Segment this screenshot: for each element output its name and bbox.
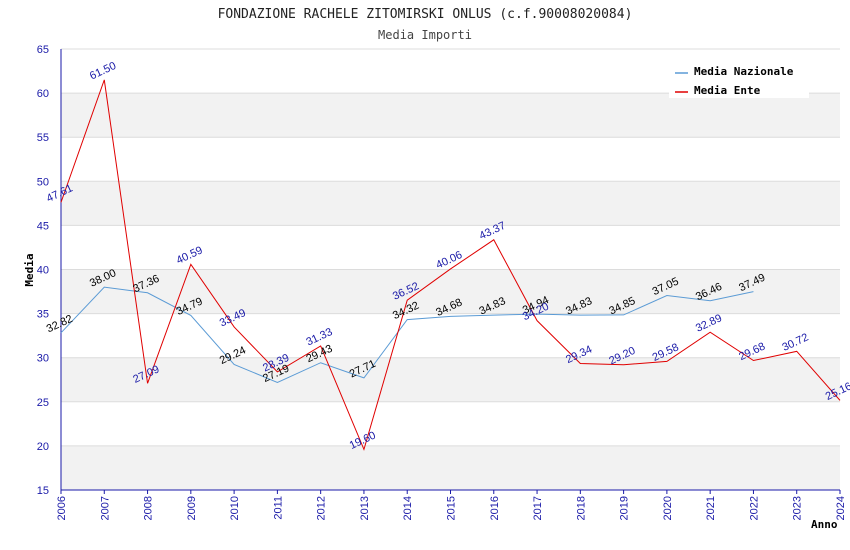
y-tick-label: 65 <box>37 44 49 56</box>
y-tick-label: 35 <box>37 309 49 321</box>
x-tick-label: 2018 <box>575 496 587 520</box>
y-tick-label: 20 <box>37 441 49 453</box>
x-tick-label: 2011 <box>272 496 284 520</box>
legend: Media Nazionale Media Ente <box>669 60 809 98</box>
y-tick-label: 55 <box>37 132 49 144</box>
legend-label-ente: Media Ente <box>694 84 761 97</box>
x-tick-label: 2009 <box>186 496 198 520</box>
band <box>61 181 840 226</box>
y-axis-label: Media <box>23 253 36 286</box>
x-axis-ticks: 2006 2007 2008 2009 2010 2011 2012 2013 2014 2015… <box>56 490 847 520</box>
x-tick-label: 2022 <box>748 496 760 520</box>
band <box>61 357 840 402</box>
y-axis-ticks: 15 20 25 30 35 40 45 50 55 60 65 <box>37 44 49 497</box>
y-tick-label: 30 <box>37 353 49 365</box>
x-tick-label: 2020 <box>662 496 674 520</box>
x-tick-label: 2010 <box>229 496 241 520</box>
x-tick-label: 2017 <box>532 496 544 520</box>
x-tick-label: 2006 <box>56 496 68 520</box>
y-tick-label: 60 <box>37 88 49 100</box>
band <box>61 445 840 490</box>
series-line-0 <box>60 286 754 384</box>
series-line-1 <box>60 79 841 451</box>
legend-label-nazionale: Media Nazionale <box>694 65 794 78</box>
x-tick-label: 2024 <box>835 496 847 520</box>
x-tick-label: 2013 <box>359 496 371 520</box>
x-tick-label: 2023 <box>792 496 804 520</box>
x-tick-label: 2012 <box>316 496 328 520</box>
band <box>61 137 840 182</box>
series-lines <box>60 79 841 451</box>
y-tick-label: 40 <box>37 265 49 277</box>
y-tick-label: 15 <box>37 485 49 497</box>
y-tick-label: 45 <box>37 220 49 232</box>
x-tick-label: 2015 <box>446 496 458 520</box>
x-tick-label: 2021 <box>705 496 717 520</box>
band <box>61 401 840 446</box>
x-tick-label: 2019 <box>619 496 631 520</box>
legend-box <box>669 60 809 98</box>
x-tick-label: 2008 <box>143 496 155 520</box>
band <box>61 225 840 270</box>
y-tick-label: 25 <box>37 397 49 409</box>
y-tick-label: 50 <box>37 176 49 188</box>
x-axis-label: Anno <box>811 518 838 531</box>
chart-subtitle: Media Importi <box>378 28 472 42</box>
band <box>61 93 840 138</box>
band <box>61 313 840 358</box>
band <box>61 269 840 314</box>
background-bands <box>61 49 840 490</box>
x-tick-label: 2016 <box>489 496 501 520</box>
x-tick-label: 2007 <box>99 496 111 520</box>
chart-title: FONDAZIONE RACHELE ZITOMIRSKI ONLUS (c.f… <box>218 7 633 22</box>
x-tick-label: 2014 <box>402 496 414 520</box>
